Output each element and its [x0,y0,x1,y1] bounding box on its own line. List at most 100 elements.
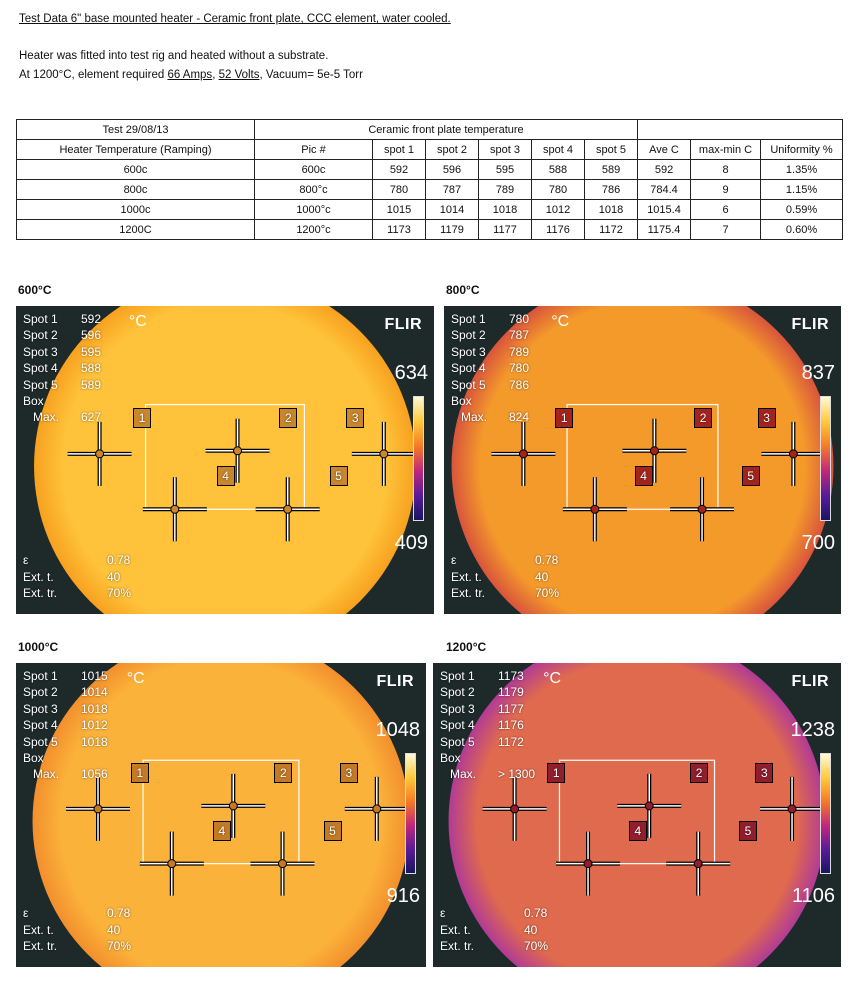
heater-disc [32,663,410,967]
unit-label: °C [126,670,145,687]
column-header: spot 5 [583,139,639,160]
ext-tr-value: 70% [107,939,132,953]
spot-crosshair-4 [666,831,731,896]
column-header: spot 2 [425,139,479,160]
max-label: Max. [33,410,60,425]
spot-label: Spot 1 [23,669,58,683]
spot-marker-3: 3 [339,763,358,784]
spot-row: Spot 3 789 [451,344,529,360]
parameters-readout: ε 0.78 Ext. t. 40 Ext. tr. 70% [23,552,131,602]
emissivity-value: 0.78 [535,553,559,567]
spot-label: Spot 2 [23,685,58,700]
max-row: Max. 824 [451,409,529,425]
ext-t-row: Ext. t. 40 [451,569,559,586]
table-cell: 1176 [531,219,585,240]
spot-marker-1: 1 [130,763,149,784]
spot-value: 780 [509,361,530,376]
spot-crosshair-5 [344,776,409,841]
spot-marker-3: 3 [757,407,776,428]
scale-max: 634 [394,362,428,384]
spot-readout: Spot 1 1173 Spot 2 1179 Spot 3 1177 Spot 4 1176… [440,668,535,783]
spot-value: 1014 [81,685,108,700]
spot-crosshair-1 [482,776,547,841]
table-cell: 1015.4 [637,199,692,220]
table-cell: 0.59% [760,199,844,220]
thermal-graphic [34,306,416,614]
ext-t-value: 40 [535,569,549,584]
box-label: Box [23,750,44,765]
vacuum-value: , Vacuum= 5e-5 Torr [259,69,363,81]
table-cell: 589 [583,159,639,180]
heater-disc [34,306,416,614]
spot-value: 588 [81,361,102,376]
spot-row: Spot 5 1018 [23,734,108,750]
column-header: Heater Temperature (Ramping) [16,139,255,160]
spot-marker-1: 1 [547,763,566,784]
scale-min: 409 [394,532,428,554]
spot-row: Spot 3 1018 [23,701,108,717]
box-label: Box [23,393,44,408]
thermal-image-3: 1 2 3 4 5 Spot 1 1173 Spot 2 1179 Spot 3 1177 Spot … [433,663,841,967]
ext-tr-label: Ext. tr. [451,586,486,600]
spot-label: Spot 3 [23,701,58,716]
spot-row: Spot 4 1012 [23,717,108,733]
spot-marker-1: 1 [133,407,152,428]
unit-label: °C [551,313,570,330]
spot-label: Spot 5 [451,377,486,392]
spot-crosshair-4 [670,477,735,542]
thermal-image-2: 1 2 3 4 5 Spot 1 1015 Spot 2 1014 Spot 3 1018 Spot … [16,663,426,967]
spot-row: Spot 1 1015 [23,668,108,684]
spot-label: Spot 5 [23,377,58,392]
spot-label: Spot 5 [23,734,58,749]
spot-crosshair-2 [201,773,266,838]
spot-crosshair-2 [205,418,270,483]
spot-row: Spot 1 1173 [440,668,535,684]
spot-label: Spot 4 [451,361,486,376]
spot-label: Spot 3 [440,701,475,716]
emissivity-value: 0.78 [107,906,131,920]
ext-t-label: Ext. t. [451,569,482,584]
emissivity-row: ε 0.78 [440,905,548,922]
thermal-image-0: 1 2 3 4 5 Spot 1 592 Spot 2 596 Spot 3 595 Spot 4 58… [16,306,434,614]
table-body: 600c 600c 592 596 595 588 589 592 8 1.35% 800c 800°… [16,159,844,240]
scale-min: 1106 [791,885,835,907]
spot-value: 592 [81,312,102,326]
table-row: 1000c 1000°c 1015 1014 1018 1012 1018 1015.4 6 0.… [16,199,844,220]
ext-tr-row: Ext. tr. 70% [451,585,559,602]
max-value: 1056 [81,767,108,782]
spot-row: Spot 4 1176 [440,717,535,733]
max-label: Max. [450,767,477,782]
spot-crosshair-3 [142,477,207,542]
ext-tr-value: 70% [107,586,132,600]
spot-crosshair-5 [760,776,825,841]
ext-tr-row: Ext. tr. 70% [23,585,131,602]
flir-logo: FLIR [791,316,829,333]
table-cell: 780 [372,179,426,200]
max-row: Max. 1056 [23,766,108,782]
spot-marker-1: 1 [555,407,574,428]
table-cell: 1000c [16,199,255,220]
spot-marker-2: 2 [274,763,293,784]
emissivity-label: ε [451,553,457,567]
table-cell: 600c [16,159,255,180]
amps-value: 66 Amps [167,69,213,81]
table-row: 1200C 1200°c 1173 1179 1177 1176 1172 1175.4 7 0.… [16,219,844,240]
spot-label: Spot 4 [440,718,475,733]
spot-crosshair-5 [761,421,826,486]
table-cell: 595 [478,159,532,180]
measurement-box [142,759,300,865]
spot-row: Spot 3 1177 [440,701,535,717]
parameters-readout: ε 0.78 Ext. t. 40 Ext. tr. 70% [440,905,548,955]
ext-tr-row: Ext. tr. 70% [23,938,131,955]
spot-marker-5: 5 [739,821,757,842]
table-cell: 0.60% [760,219,844,240]
spot-row: Spot 5 1172 [440,734,535,750]
spot-label: Spot 1 [23,312,58,326]
caption-800: 800°C [446,283,480,297]
spot-value: 596 [81,328,102,343]
max-label: Max. [33,767,60,782]
caption-1000: 1000°C [18,640,59,654]
box-label: Box [451,393,472,408]
emissivity-label: ε [440,906,446,920]
